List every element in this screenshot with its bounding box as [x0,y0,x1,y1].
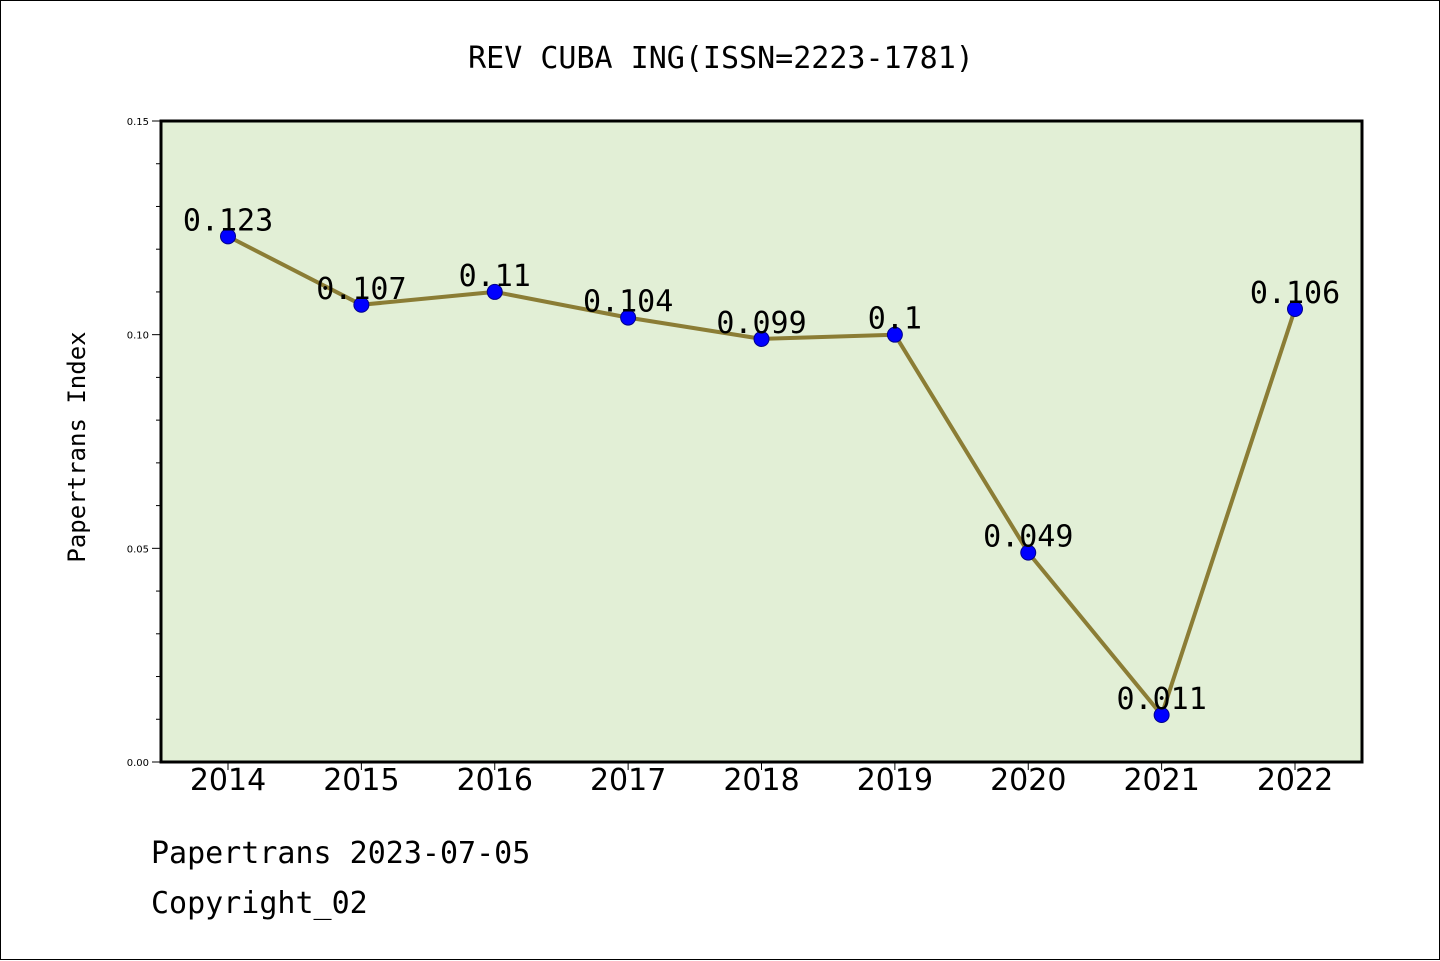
data-label: 0.049 [983,520,1073,555]
data-label: 0.107 [316,272,406,307]
footer-date: Papertrans 2023-07-05 [151,836,531,871]
data-label: 0.11 [459,259,531,294]
x-axis: 2014 2015 2016 2017 2018 2019 2020 2021 2022 [190,762,1333,798]
x-tick-label: 2015 [323,763,399,798]
data-label: 0.099 [716,306,806,341]
x-tick-label: 2020 [990,763,1066,798]
footer-copyright: Copyright_02 [151,886,368,921]
data-label: 0.123 [183,203,273,238]
data-point [486,283,503,300]
y-tick-label: 0.00 [127,758,149,769]
series-layer: 0.123 0.107 0.11 0.104 0.099 0.1 0.049 0.011 0.1… [183,203,1340,723]
x-tick-label: 2021 [1123,763,1199,798]
x-tick-label: 2022 [1257,763,1333,798]
y-axis-label: Papertrans Index [63,331,91,562]
x-tick-label: 2019 [857,763,933,798]
data-point [753,330,770,347]
plot-border [159,119,1364,764]
data-label: 0.104 [583,285,673,320]
y-tick-label: 0.10 [127,331,149,342]
chart-title: REV CUBA ING(ISSN=2223-1781) [468,41,974,76]
data-label: 0.1 [868,302,922,337]
x-tick-label: 2016 [457,763,533,798]
data-point [353,296,370,313]
data-point [886,326,903,343]
y-axis: 0.00 0.05 0.10 0.15 [127,117,161,769]
data-point [620,309,637,326]
plot-area [161,121,1362,762]
y-tick-label: 0.15 [127,117,149,128]
x-tick-label: 2018 [723,763,799,798]
data-point [1020,544,1037,561]
x-tick-label: 2014 [190,763,266,798]
y-tick-label: 0.05 [127,544,149,555]
data-point [1287,301,1303,318]
data-label: 0.106 [1250,276,1340,311]
data-label: 0.011 [1116,682,1206,717]
data-point [220,228,236,245]
x-tick-label: 2017 [590,763,666,798]
data-point [1153,706,1170,723]
